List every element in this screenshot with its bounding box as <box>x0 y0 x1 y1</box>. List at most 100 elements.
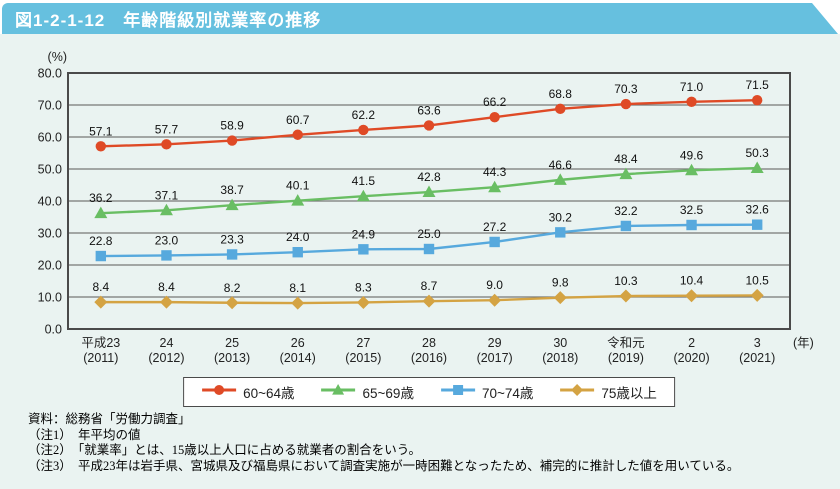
svg-text:10.0: 10.0 <box>38 291 62 305</box>
note-2: （注2） 「就業率」とは、15歳以上人口に占める就業者の割合をいう。 <box>28 443 422 457</box>
svg-text:(2020): (2020) <box>673 351 709 365</box>
svg-text:38.7: 38.7 <box>220 183 244 197</box>
svg-text:50.3: 50.3 <box>746 146 770 160</box>
svg-text:26: 26 <box>291 336 305 350</box>
svg-text:36.2: 36.2 <box>89 191 113 205</box>
chart-background <box>0 34 840 489</box>
svg-text:平成23: 平成23 <box>81 336 120 350</box>
svg-text:57.1: 57.1 <box>89 124 113 138</box>
svg-text:8.1: 8.1 <box>289 281 306 295</box>
svg-text:70.3: 70.3 <box>614 82 638 96</box>
legend-marker-square-icon <box>440 383 476 402</box>
svg-text:令和元: 令和元 <box>607 335 645 350</box>
legend-marker-triangle-icon <box>321 383 357 402</box>
svg-text:27.2: 27.2 <box>483 220 507 234</box>
svg-text:30.0: 30.0 <box>38 227 62 241</box>
svg-text:24: 24 <box>160 336 174 350</box>
svg-text:62.2: 62.2 <box>352 108 376 122</box>
svg-text:(2015): (2015) <box>345 351 381 365</box>
y-axis-labels: 0.0 10.0 20.0 30.0 40.0 50.0 60.0 70.0 80.0 (%) <box>38 50 67 337</box>
x-axis-labels: 平成23(2011)24(2012)25(2013)26(2014)27(201… <box>81 335 813 365</box>
source-note: 資料：総務省「労働力調査」 <box>28 412 191 426</box>
legend-marker-diamond-icon <box>559 383 595 402</box>
svg-text:48.4: 48.4 <box>614 152 638 166</box>
svg-text:40.1: 40.1 <box>286 179 310 193</box>
svg-text:10.3: 10.3 <box>614 274 638 288</box>
svg-text:27: 27 <box>356 336 370 350</box>
svg-text:41.5: 41.5 <box>352 174 376 188</box>
plot-border <box>67 72 791 330</box>
legend-label: 65~69歳 <box>362 386 414 401</box>
legend-label: 60~64歳 <box>243 386 295 401</box>
svg-text:66.2: 66.2 <box>483 95 507 109</box>
svg-text:8.3: 8.3 <box>355 280 372 294</box>
series-0: 57.1 57.7 58.9 60.7 62.2 63.6 66.2 68.8 70.3 71.0… <box>89 78 770 152</box>
svg-text:22.8: 22.8 <box>89 234 113 248</box>
legend-item-75-over: 75歳以上 <box>559 382 657 402</box>
svg-text:8.4: 8.4 <box>158 280 175 294</box>
svg-text:71.5: 71.5 <box>746 78 770 92</box>
note-1: （注1） 年平均の値 <box>28 427 141 442</box>
svg-text:63.6: 63.6 <box>417 103 441 117</box>
footnotes: 資料：総務省「労働力調査」 （注1） 年平均の値 （注2） 「就業率」とは、15… <box>28 412 739 474</box>
svg-text:23.3: 23.3 <box>220 232 244 246</box>
legend-label: 70~74歳 <box>481 386 534 401</box>
svg-text:(2011): (2011) <box>83 351 118 365</box>
svg-text:(2013): (2013) <box>214 351 250 365</box>
svg-text:25.0: 25.0 <box>417 227 441 241</box>
svg-text:8.7: 8.7 <box>421 279 438 293</box>
svg-text:32.2: 32.2 <box>614 204 638 218</box>
svg-text:8.2: 8.2 <box>224 281 241 295</box>
svg-text:0.0: 0.0 <box>45 323 62 337</box>
svg-text:10.5: 10.5 <box>746 273 770 287</box>
svg-text:(2019): (2019) <box>608 351 644 365</box>
svg-text:58.9: 58.9 <box>220 119 244 133</box>
series-2: 22.8 23.0 23.3 24.0 24.9 25.0 27.2 30.2 32.2 32.5… <box>89 203 769 262</box>
svg-text:50.0: 50.0 <box>38 163 62 177</box>
legend-item-65-69: 65~69歳 <box>321 382 414 402</box>
svg-text:10.4: 10.4 <box>680 274 704 288</box>
svg-text:60.7: 60.7 <box>286 113 310 127</box>
legend-label: 75歳以上 <box>601 386 657 401</box>
svg-text:9.8: 9.8 <box>552 276 569 290</box>
svg-text:40.0: 40.0 <box>38 195 62 209</box>
svg-text:9.0: 9.0 <box>486 278 503 292</box>
svg-text:(2018): (2018) <box>542 351 578 365</box>
svg-text:(2016): (2016) <box>411 351 447 365</box>
svg-text:20.0: 20.0 <box>38 259 62 273</box>
svg-text:23.0: 23.0 <box>155 233 179 247</box>
chart-legend: 60~64歳 65~69歳 70~74歳 75歳以上 <box>183 377 675 407</box>
svg-text:30: 30 <box>553 336 567 350</box>
svg-text:24.0: 24.0 <box>286 230 310 244</box>
svg-text:32.6: 32.6 <box>746 203 770 217</box>
svg-text:32.5: 32.5 <box>680 203 704 217</box>
svg-text:71.0: 71.0 <box>680 80 704 94</box>
svg-text:28: 28 <box>422 336 436 350</box>
svg-text:(2014): (2014) <box>280 351 316 365</box>
svg-text:57.7: 57.7 <box>155 122 179 136</box>
svg-text:80.0: 80.0 <box>38 67 62 81</box>
svg-text:24.9: 24.9 <box>352 227 376 241</box>
svg-text:3: 3 <box>754 336 761 350</box>
svg-text:70.0: 70.0 <box>38 99 62 113</box>
svg-text:2: 2 <box>688 336 695 350</box>
svg-text:46.6: 46.6 <box>549 158 573 172</box>
svg-text:(%): (%) <box>48 50 67 64</box>
svg-text:60.0: 60.0 <box>38 131 62 145</box>
legend-item-70-74: 70~74歳 <box>440 382 533 402</box>
svg-text:25: 25 <box>225 336 239 350</box>
series-1: 36.2 37.1 38.7 40.1 41.5 42.8 44.3 46.6 48.4 49.6… <box>89 146 770 219</box>
svg-text:(2017): (2017) <box>477 351 513 365</box>
svg-text:37.1: 37.1 <box>155 188 179 202</box>
svg-text:49.6: 49.6 <box>680 148 704 162</box>
figure-title: 図1-2-1-12 年齢階級別就業率の推移 <box>15 11 322 30</box>
legend-marker-circle-icon <box>201 383 237 402</box>
legend-item-60-64: 60~64歳 <box>201 382 295 402</box>
svg-text:8.4: 8.4 <box>92 280 109 294</box>
note-3: （注3） 平成23年は岩手県、宮城県及び福島県において調査実施が一時困難となった… <box>28 458 740 473</box>
svg-text:(年): (年) <box>793 336 814 350</box>
svg-text:(2021): (2021) <box>739 351 775 365</box>
svg-text:29: 29 <box>488 336 502 350</box>
